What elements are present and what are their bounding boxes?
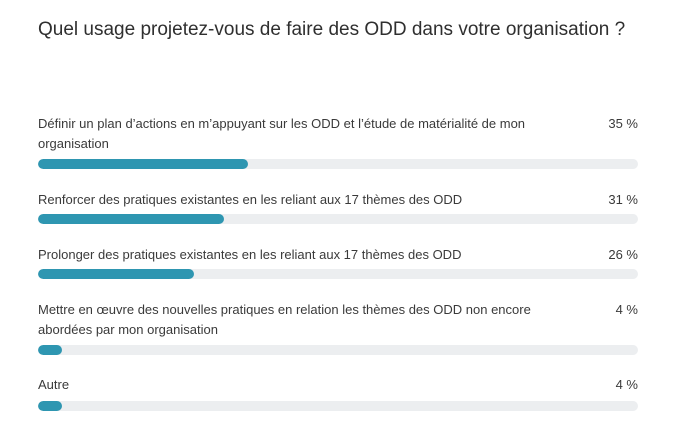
result-option-row: Renforcer des pratiques existantes en le… (38, 190, 638, 210)
result-option-row: Définir un plan d’actions en m’appuyant … (38, 114, 638, 154)
result-option: Mettre en œuvre des nouvelles pratiques … (38, 300, 638, 355)
option-label: Prolonger des pratiques existantes en le… (38, 247, 462, 262)
bar-track (38, 214, 638, 224)
poll-question: Quel usage projetez-vous de faire des OD… (38, 19, 626, 40)
option-label: Mettre en œuvre des nouvelles pratiques … (38, 302, 531, 337)
result-option-row: Autre 4 % (38, 375, 638, 395)
result-option-row: Prolonger des pratiques existantes en le… (38, 245, 638, 265)
option-label: Autre (38, 377, 70, 392)
option-label: Définir un plan d’actions en m’appuyant … (38, 116, 526, 151)
result-option: Prolonger des pratiques existantes en le… (38, 245, 638, 279)
bar-fill (38, 345, 62, 355)
option-percent: 26 % (608, 247, 638, 262)
poll-card: Quel usage projetez-vous de faire des OD… (38, 0, 638, 411)
result-option-row: Mettre en œuvre des nouvelles pratiques … (38, 300, 638, 340)
bar-track (38, 401, 638, 411)
option-label: Renforcer des pratiques existantes en le… (38, 192, 463, 207)
bar-track (38, 345, 638, 355)
bar-fill (38, 159, 248, 169)
result-option: Définir un plan d’actions en m’appuyant … (38, 114, 638, 169)
result-option: Renforcer des pratiques existantes en le… (38, 190, 638, 224)
bar-track (38, 159, 638, 169)
option-percent: 31 % (608, 192, 638, 207)
bar-fill (38, 401, 62, 411)
bar-fill (38, 269, 194, 279)
bar-track (38, 269, 638, 279)
option-percent: 35 % (608, 116, 638, 131)
option-percent: 4 % (615, 302, 638, 317)
result-option: Autre 4 % (38, 375, 638, 411)
bar-fill (38, 214, 224, 224)
option-percent: 4 % (615, 377, 638, 392)
